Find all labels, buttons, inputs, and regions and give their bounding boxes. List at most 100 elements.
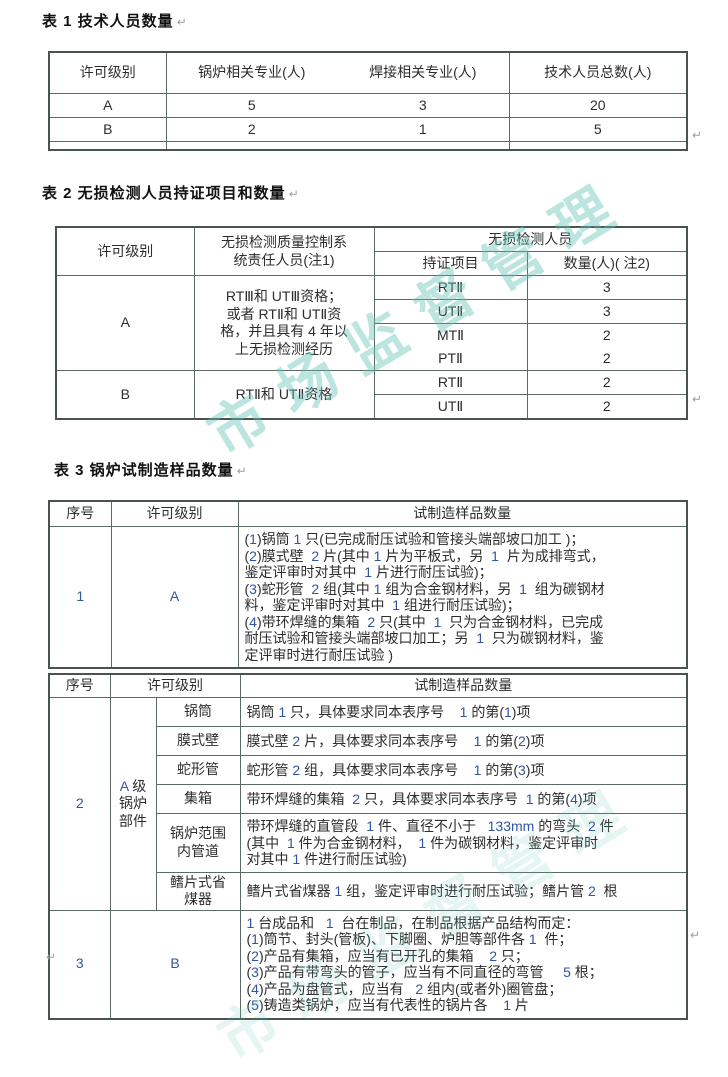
t2-a-item-pt: PTⅡ	[373, 347, 528, 371]
table3-title: 表 3 锅炉试制造样品数量 ↵	[54, 459, 728, 480]
table-row: UTⅡ 3	[56, 299, 688, 324]
paragraph-mark-icon: ↵	[288, 187, 300, 201]
table-row: UTⅡ 2	[56, 394, 688, 420]
t2-b-qty-rt: 2	[526, 370, 688, 395]
t1-row-a-welding: 3	[337, 93, 510, 118]
t2-a-item-ut: UTⅡ	[373, 299, 528, 324]
table1-header-row: 许可级别 锅炉相关专业(人) 焊接相关专业(人) 技术人员总数(人)	[48, 51, 688, 94]
t3p2-part-name: 膜式壁	[155, 726, 241, 756]
t1-row-a-total: 20	[508, 93, 688, 118]
t3p2-header-qty: 试制造样品数量	[239, 673, 688, 698]
t3p2-part-desc: 膜式壁 2 片，具体要求同本表序号 1 的第(2)项	[239, 726, 688, 756]
table3-part1-header-row: 序号 许可级别 试制造样品数量	[48, 500, 688, 527]
table-row: MTⅡ 2	[56, 323, 688, 347]
table2-title-text: 表 2 无损检测人员持证项目和数量	[42, 185, 286, 202]
table1-title: 表 1 技术人员数量 ↵	[42, 0, 728, 31]
t2-header-group: 无损检测人员	[373, 226, 688, 252]
t1-spacer-cell	[337, 141, 510, 151]
t3p1-content: (1)锅筒 1 只(已完成耐压试验和管接头端部坡口加工 )； (2)膜式壁 2 …	[237, 526, 688, 669]
t2-a-qty-rt: 3	[526, 275, 688, 300]
table-row: 3 B 1 台成品和 1 台在制品，在制品根据产品结构而定： (1)筒节、封头(…	[48, 909, 688, 1019]
table3-title-text: 表 3 锅炉试制造样品数量	[54, 462, 234, 479]
t3p1-seq: 1	[48, 526, 112, 669]
paragraph-mark-icon: ↵	[690, 928, 701, 942]
paragraph-mark-icon: ↵	[692, 128, 703, 142]
paragraph-mark-icon: ↵	[176, 15, 188, 29]
t2-b-item-ut: UTⅡ	[373, 394, 528, 420]
t3p2-row2-seq: 2	[48, 697, 111, 911]
t2-section-b-level: B	[55, 370, 195, 420]
t1-row-b-total: 5	[508, 117, 688, 142]
table2-title: 表 2 无损检测人员持证项目和数量 ↵	[42, 182, 728, 203]
t2-header-qc: 无损检测质量控制系 统责任人员(注1)	[193, 226, 375, 276]
t3p1-header-qty: 试制造样品数量	[237, 500, 688, 527]
t2-a-item-mt: MTⅡ	[373, 323, 528, 347]
table1-spacer-row	[48, 141, 688, 151]
t3p2-header-level: 许可级别	[109, 673, 241, 698]
table1-title-text: 表 1 技术人员数量	[42, 13, 174, 30]
table3-part1: 序号 许可级别 试制造样品数量 1 A (1)锅筒 1 只(已完成耐压试验和管接…	[48, 500, 688, 669]
table-row: 鳍片式省 煤器 鳍片式省煤器 1 组，鉴定评审时进行耐压试验；鳍片管 2 根	[49, 871, 688, 911]
t3p2-part-desc: 蛇形管 2 组，具体要求同本表序号 1 的第(3)项	[239, 755, 688, 785]
t2-b-item-rt: RTⅡ	[373, 370, 528, 395]
t1-row-a-boiler: 5	[165, 93, 337, 118]
table-row: B RTⅡ和 UTⅡ资格 RTⅡ 2	[55, 370, 688, 420]
table-row: 膜式壁 膜式壁 2 片，具体要求同本表序号 1 的第(2)项	[49, 726, 688, 756]
t3p2-part-desc: 带环焊缝的直管段 1 件、直径不小于 133mm 的弯头 2 件 (其中 1 件…	[239, 813, 688, 873]
table-row: A RTⅢ和 UTⅢ资格； 或者 RTⅡ和 UTⅡ资 格，并且具有 4 年以 上…	[55, 275, 688, 371]
t3p1-header-level: 许可级别	[110, 500, 239, 527]
t1-spacer-cell	[165, 141, 337, 151]
t2-a-qty-mt: 2	[526, 323, 688, 347]
table2: 许可级别 无损检测质量控制系 统责任人员(注1) 无损检测人员 持证项目 数量(…	[55, 226, 688, 420]
t2-header-item: 持证项目	[373, 251, 528, 276]
t3p2-part-name: 集箱	[155, 784, 241, 814]
t2-header-level: 许可级别	[55, 226, 195, 276]
t3p1-header-seq: 序号	[48, 500, 112, 527]
table-row: 2 A 级 锅炉 部件 锅筒 锅筒 1 只，具体要求同本表序号 1 的第(1)项	[48, 697, 688, 911]
t1-header-level: 许可级别	[48, 51, 167, 94]
t3p1-level: A	[110, 526, 239, 669]
t1-row-b-boiler: 2	[165, 117, 337, 142]
table-row: A 5 3 20	[48, 93, 688, 118]
t1-row-b-level: B	[48, 117, 167, 142]
t2-a-qty-pt: 2	[526, 347, 688, 371]
table-row: 蛇形管 蛇形管 2 组，具体要求同本表序号 1 的第(3)项	[49, 755, 688, 785]
t1-row-b-welding: 1	[337, 117, 510, 142]
t1-spacer-cell	[48, 141, 167, 151]
t1-header-welding: 焊接相关专业(人)	[337, 51, 510, 94]
table2-header-row-2: 持证项目 数量(人)( 注2)	[56, 251, 688, 276]
t2-b-qty-ut: 2	[526, 394, 688, 420]
table2-header-row-1: 许可级别 无损检测质量控制系 统责任人员(注1) 无损检测人员	[55, 226, 688, 276]
t2-a-qty-ut: 3	[526, 299, 688, 324]
paragraph-mark-icon: ↵	[46, 950, 57, 964]
t3p2-part-name: 蛇形管	[155, 755, 241, 785]
t3p2-part-name: 锅筒	[155, 697, 241, 727]
t3p2-part-name: 锅炉范围 内管道	[155, 813, 241, 873]
table1: 许可级别 锅炉相关专业(人) 焊接相关专业(人) 技术人员总数(人) A 5 3…	[48, 51, 688, 151]
t3p2-row3-level: B	[109, 909, 241, 1019]
t2-header-qty: 数量(人)( 注2)	[526, 251, 688, 276]
paragraph-mark-icon: ↵	[236, 464, 248, 478]
t3p2-part-desc: 锅筒 1 只，具体要求同本表序号 1 的第(1)项	[239, 697, 688, 727]
t2-section-b-qc: RTⅡ和 UTⅡ资格	[193, 370, 375, 420]
t3p2-row2-level: A 级 锅炉 部件	[109, 697, 157, 911]
t3p2-part-desc: 带环焊缝的集箱 2 只，具体要求同本表序号 1 的第(4)项	[239, 784, 688, 814]
t3p2-row3-content: 1 台成品和 1 台在制品，在制品根据产品结构而定： (1)筒节、封头(管板)、…	[239, 909, 688, 1019]
t2-section-a-qc: RTⅢ和 UTⅢ资格； 或者 RTⅡ和 UTⅡ资 格，并且具有 4 年以 上无损…	[193, 275, 375, 371]
paragraph-mark-icon: ↵	[692, 392, 703, 406]
table-row: 集箱 带环焊缝的集箱 2 只，具体要求同本表序号 1 的第(4)项	[49, 784, 688, 814]
t3p2-row3-seq: 3	[48, 909, 111, 1019]
t1-row-a-level: A	[48, 93, 167, 118]
t3p2-part-desc: 鳍片式省煤器 1 组，鉴定评审时进行耐压试验；鳍片管 2 根	[239, 871, 688, 911]
table3-part2-header-row: 序号 许可级别 试制造样品数量	[48, 673, 688, 698]
table-row: 锅炉范围 内管道 带环焊缝的直管段 1 件、直径不小于 133mm 的弯头 2 …	[49, 813, 688, 873]
t1-header-boiler: 锅炉相关专业(人)	[165, 51, 337, 94]
t1-spacer-cell	[508, 141, 688, 151]
t3p2-part-name: 鳍片式省 煤器	[155, 871, 241, 911]
table-row: 1 A (1)锅筒 1 只(已完成耐压试验和管接头端部坡口加工 )； (2)膜式…	[48, 526, 688, 669]
table3-part2: 序号 许可级别 试制造样品数量 2 A 级 锅炉 部件 锅筒 锅筒 1 只，具体…	[48, 673, 688, 1020]
t2-section-a-level: A	[55, 275, 195, 371]
t2-a-item-rt: RTⅡ	[373, 275, 528, 300]
table-row: B 2 1 5	[48, 117, 688, 142]
t1-header-total: 技术人员总数(人)	[508, 51, 688, 94]
